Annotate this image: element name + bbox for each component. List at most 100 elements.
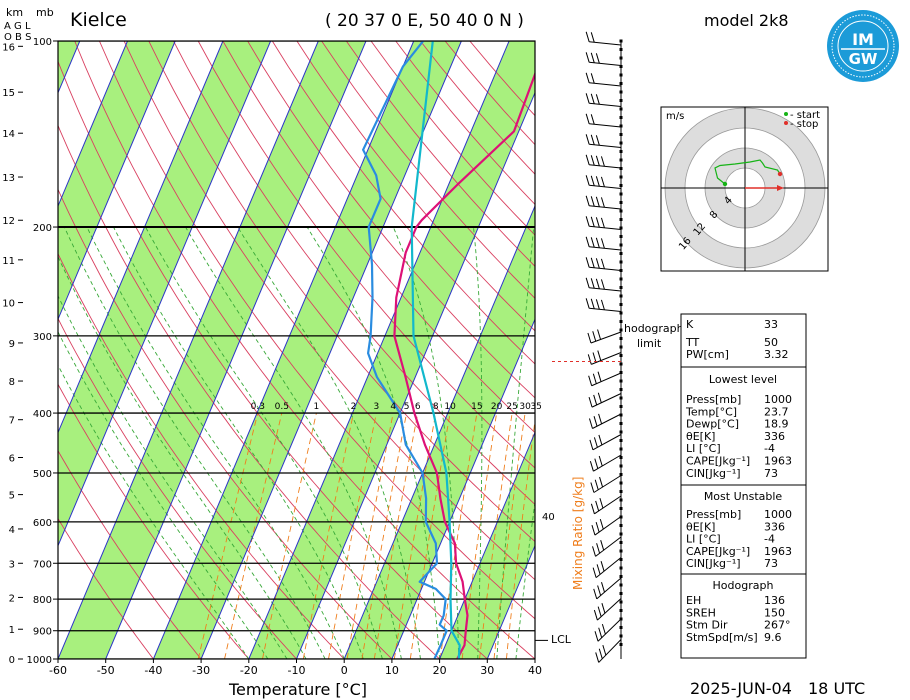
mixing-ratio-label: 10 <box>444 402 456 412</box>
mixing-ratio-label: 35 <box>530 402 541 412</box>
hodograph-legend-stop: - stop <box>790 119 818 130</box>
moist-adiabat <box>515 498 535 659</box>
wind-barb-feather <box>598 434 603 446</box>
barb-level-marker <box>619 456 623 459</box>
wind-barb-feather <box>590 73 595 84</box>
wind-barb-feather <box>597 585 602 596</box>
index-label: LI [°C] <box>686 533 721 546</box>
wind-barbs <box>585 31 623 663</box>
wind-barb-feather <box>597 606 602 617</box>
index-value: 1963 <box>764 455 792 468</box>
barb-level-marker <box>619 235 623 238</box>
hodograph-trace <box>714 159 781 185</box>
hodograph-stop-point <box>777 171 783 177</box>
wind-barb <box>597 618 622 642</box>
barb-level-marker <box>619 158 623 162</box>
sounding-profiles <box>362 41 535 659</box>
wind-barb <box>589 307 622 312</box>
wind-barb-feather <box>594 631 599 642</box>
wind-barb-feather <box>585 298 590 309</box>
wind-barb-feather <box>593 437 598 448</box>
barb-level-marker <box>619 167 623 170</box>
time-label: 18 UTC <box>808 679 865 698</box>
wind-barb-feather <box>585 154 590 165</box>
wind-barb <box>589 82 622 87</box>
mixing-ratio-axis-title: Mixing Ratio [g/kg] <box>571 477 585 590</box>
wind-barb <box>592 434 622 451</box>
x-tick-label: -30 <box>192 664 210 677</box>
hodograph-ring-label: 8 <box>708 209 721 221</box>
wind-barb-feather <box>589 461 594 472</box>
barb-level-marker <box>619 371 623 374</box>
barb-level-marker <box>619 39 623 43</box>
lowest-level-rows: Press[mb] 1000 Temp[°C] 23.7 Dewp[°C] 18.9 θE[… <box>685 393 792 480</box>
index-value: 9.6 <box>764 631 782 644</box>
barb-level-marker <box>619 201 623 204</box>
x-tick-label: -20 <box>240 664 258 677</box>
km-tick-label: 2 <box>9 593 15 604</box>
wind-barb <box>589 143 622 148</box>
wind-barb-feather <box>590 216 595 227</box>
wind-barb-feather <box>600 540 605 551</box>
wind-barb-feather <box>595 500 600 512</box>
x-axis-title: Temperature [°C] <box>228 680 367 699</box>
most-unstable-title: Most Unstable <box>704 490 783 503</box>
wind-barb-feather <box>600 176 605 187</box>
barb-level-marker <box>619 82 623 85</box>
x-tick-label: -60 <box>49 664 67 677</box>
wind-barb <box>589 61 622 66</box>
wind-barb-feather <box>599 518 604 530</box>
x-tick-label: -10 <box>288 664 306 677</box>
mixing-ratio-label: 20 <box>491 402 503 412</box>
hodograph-limit-label-1: hodograph <box>624 322 684 335</box>
barb-level-marker <box>619 362 623 366</box>
wind-barb-feather <box>590 237 595 248</box>
barb-level-marker <box>619 141 623 145</box>
dry-adiabat <box>58 124 440 659</box>
barb-level-marker <box>619 439 623 442</box>
most-unstable-rows: Press[mb] 1000 θE[K] 336 LI [°C] -4 CAPE[Jkg⁻¹… <box>686 508 792 570</box>
index-label: LI [°C] <box>686 442 721 455</box>
wind-barb-feather <box>600 156 605 167</box>
pressure-tick-label: 1000 <box>27 655 52 666</box>
barb-level-marker <box>619 558 623 561</box>
barb-level-marker <box>619 490 623 493</box>
x-tick-label: -40 <box>144 664 162 677</box>
dry-adiabat <box>271 41 535 365</box>
hodograph-start-dot <box>784 112 788 116</box>
index-value: -4 <box>764 533 775 546</box>
pressure-tick-label: 800 <box>33 595 52 606</box>
hodograph-stop-dot <box>784 121 788 125</box>
barb-level-marker <box>619 524 623 527</box>
index-value: 1000 <box>764 508 792 521</box>
barb-level-marker <box>619 583 623 587</box>
index-label: θE[K] <box>686 520 715 533</box>
sounding-profile-line <box>410 41 461 659</box>
dry-adiabat <box>321 41 535 299</box>
wind-barb-feather <box>597 371 602 382</box>
x-tick-label: 30 <box>480 664 494 677</box>
pressure-tick-label: 400 <box>33 409 52 420</box>
index-value: 1963 <box>764 545 792 558</box>
wind-barb-feather <box>593 609 598 621</box>
moist-adiabat <box>473 226 483 659</box>
wind-barb-feather <box>590 93 595 104</box>
mb-axis-label: mb <box>36 6 54 19</box>
dry-adiabat <box>222 41 535 434</box>
k-value: 33 <box>764 318 778 331</box>
wind-barb-feather <box>593 394 598 406</box>
dry-adiabat <box>74 41 535 659</box>
mixing-ratio-labels: 0.3 0.5 1 2 3 4 5 6 8 10 15 20 25 30 35 <box>251 402 542 412</box>
x-axis-ticks: -60 -50 -40 -30 -20 -10 0 10 20 30 40 <box>49 659 542 677</box>
index-label: CAPE[Jkg⁻¹] <box>686 545 750 558</box>
barb-level-marker <box>619 218 623 221</box>
wind-barb-feather <box>595 299 600 310</box>
wind-barb-feather <box>585 72 590 83</box>
wind-barb-feather <box>587 332 592 344</box>
sounding-profile-line <box>362 41 448 659</box>
wind-barb-feather <box>590 155 595 166</box>
wind-barb-feather <box>593 416 598 427</box>
index-label: Stm Dir <box>686 619 728 632</box>
